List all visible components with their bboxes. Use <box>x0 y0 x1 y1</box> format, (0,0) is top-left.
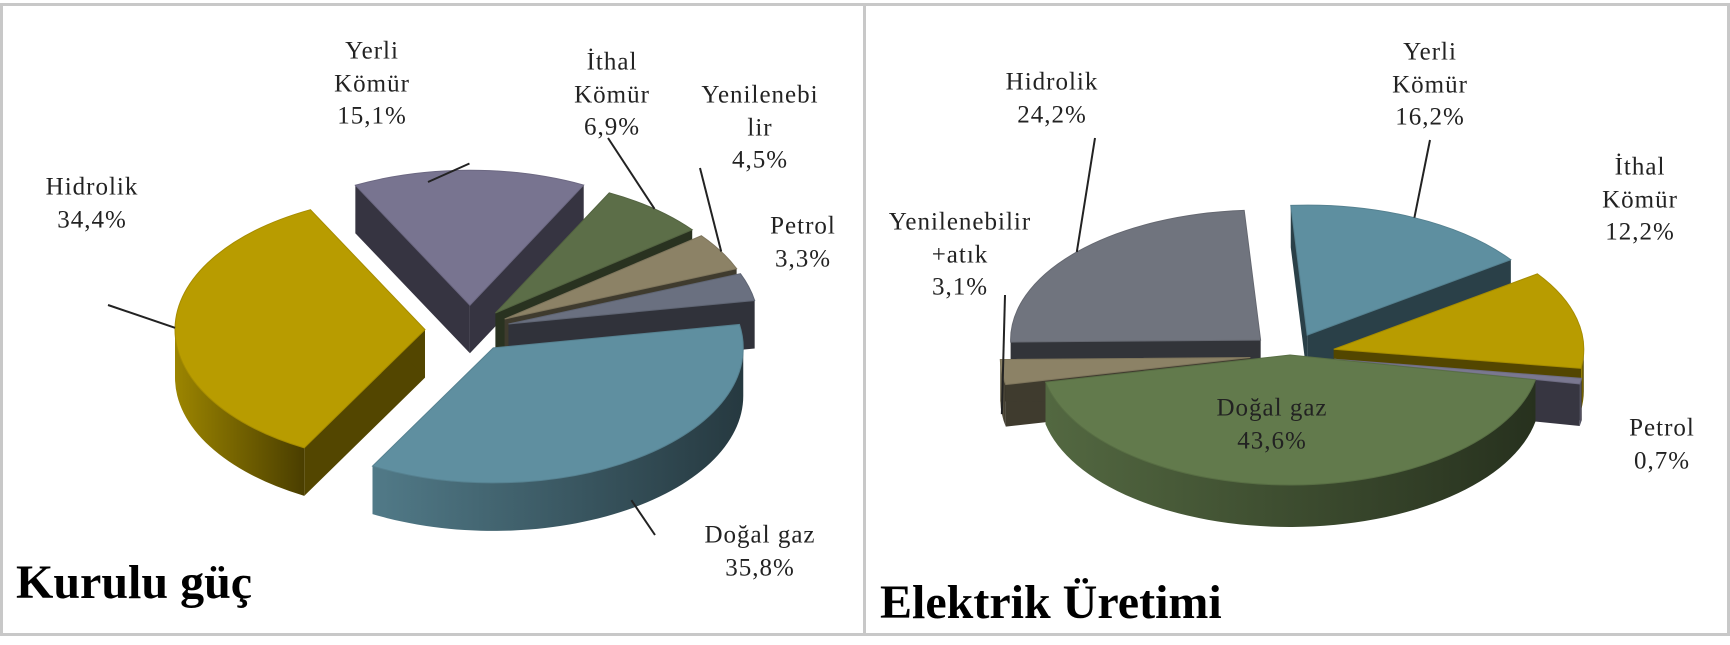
category-label: Doğal gaz <box>1216 394 1328 422</box>
slice <box>504 235 738 320</box>
leader-line <box>107 304 176 329</box>
category-label: Yenilenebilir+atık <box>888 208 1032 268</box>
pie <box>174 169 756 531</box>
slice <box>371 323 744 484</box>
value-label: 0,7% <box>1633 447 1691 474</box>
value-label: 43,6% <box>1237 427 1307 454</box>
category-label: Hidrolik <box>1005 68 1099 96</box>
slice <box>174 209 426 449</box>
data-label: İthal Kömür 6,9% <box>552 46 672 144</box>
data-label: Hidrolik 34,4% <box>27 172 157 237</box>
slice-side <box>355 185 470 354</box>
leader-line <box>630 499 656 536</box>
category-label: Hidrolik <box>45 173 139 201</box>
slice <box>1333 273 1585 369</box>
value-label: 15,1% <box>337 102 407 130</box>
slice <box>174 209 426 496</box>
slice <box>495 192 694 314</box>
slice <box>371 323 744 531</box>
slice <box>508 273 756 325</box>
data-label: Yenilenebilir 4,5% <box>700 79 820 177</box>
slice-side <box>1045 379 1536 527</box>
slice-side <box>372 347 744 531</box>
data-label: Hidrolik 24,2% <box>982 67 1122 132</box>
data-label: Petrol 3,3% <box>743 211 863 276</box>
slice-side <box>304 329 426 496</box>
slice <box>1044 354 1537 527</box>
data-label: İthal Kömür 12,2% <box>1580 151 1700 249</box>
panel <box>863 3 1730 636</box>
leader-line <box>427 162 470 183</box>
value-label: 3,3% <box>774 245 832 272</box>
value-label: 24,2% <box>1017 101 1087 128</box>
value-label: 12,2% <box>1605 218 1675 246</box>
value-label: 35,8% <box>725 554 795 581</box>
slice <box>1010 209 1262 343</box>
slice-side <box>175 329 305 496</box>
data-label: Petrol 0,7% <box>1602 413 1722 478</box>
category-label: Petrol <box>1629 414 1695 442</box>
chart-title: Elektrik Üretimi <box>880 576 1222 629</box>
data-label: Doğal gaz 35,8% <box>680 520 840 585</box>
category-label: Yerli Kömür <box>1392 38 1468 98</box>
category-label: İthal Kömür <box>1602 153 1678 213</box>
category-label: Yenilenebilir <box>701 81 819 141</box>
leader-line <box>1413 139 1431 218</box>
value-label: 16,2% <box>1395 103 1465 131</box>
category-label: Petrol <box>770 212 836 240</box>
pie <box>999 204 1585 527</box>
chart-title: Kurulu güç <box>16 556 253 609</box>
slice <box>1044 354 1537 486</box>
data-label: Yerli Kömür 15,1% <box>312 35 432 133</box>
data-label: Doğal gaz 43,6% <box>1192 393 1352 458</box>
leader-line <box>1000 294 1006 415</box>
value-label: 4,5% <box>731 146 789 174</box>
value-label: 34,4% <box>57 206 127 233</box>
slice <box>999 356 1251 386</box>
category-label: Yerli Kömür <box>334 37 410 97</box>
leader-line <box>1075 137 1096 253</box>
value-label: 6,9% <box>583 113 641 141</box>
slice-side <box>1581 349 1584 411</box>
leader-line <box>607 137 656 210</box>
data-label: Yerli Kömür 16,2% <box>1370 36 1490 134</box>
data-label: Yenilenebilir+atık 3,1% <box>885 206 1035 304</box>
leader-line <box>699 167 723 252</box>
category-label: Doğal gaz <box>704 521 816 549</box>
category-label: İthal Kömür <box>574 48 650 108</box>
slice-side <box>1579 378 1582 426</box>
value-label: 3,1% <box>931 273 989 301</box>
slice-side <box>1290 205 1308 378</box>
slice <box>354 169 585 306</box>
